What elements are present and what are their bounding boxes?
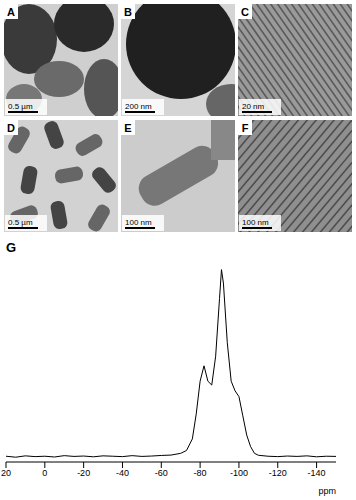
svg-text:0.5 µm: 0.5 µm xyxy=(8,218,33,227)
svg-text:F: F xyxy=(242,122,249,134)
svg-text:20: 20 xyxy=(8,468,11,478)
svg-text:D: D xyxy=(8,122,15,134)
svg-text:-120: -120 xyxy=(269,468,287,478)
html-text:G: G xyxy=(6,240,17,255)
svg-text:100 nm: 100 nm xyxy=(242,218,269,227)
svg-text:-40: -40 xyxy=(116,468,129,478)
svg-text:20 nm: 20 nm xyxy=(242,102,265,111)
svg-text:C: C xyxy=(241,6,249,18)
svg-text:200 nm: 200 nm xyxy=(125,102,152,111)
svg-text:E: E xyxy=(124,122,131,134)
svg-text:-80: -80 xyxy=(194,468,207,478)
svg-text:-20: -20 xyxy=(77,468,90,478)
svg-text:100 nm: 100 nm xyxy=(125,218,152,227)
svg-text:0.5 µm: 0.5 µm xyxy=(8,102,33,111)
svg-text:A: A xyxy=(8,6,15,18)
svg-text:0: 0 xyxy=(42,468,47,478)
svg-text:-100: -100 xyxy=(230,468,248,478)
svg-text:ppm: ppm xyxy=(318,486,336,496)
svg-text:-140: -140 xyxy=(308,468,326,478)
svg-text:-60: -60 xyxy=(155,468,168,478)
svg-text:B: B xyxy=(124,6,132,18)
